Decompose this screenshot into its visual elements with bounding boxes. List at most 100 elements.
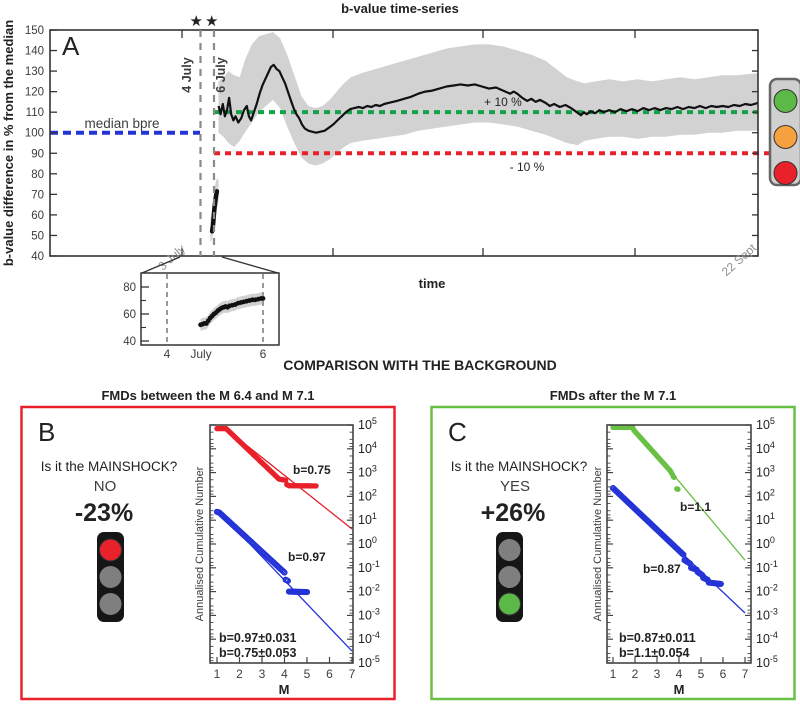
fmd-x-tick-label: 5 <box>698 667 705 681</box>
fmd-y-tick-label: 10-2 <box>358 583 380 599</box>
panel-b-answer: NO <box>94 478 117 495</box>
xstart-date-label: 3 July <box>155 242 188 273</box>
panel-b-percentage: -23% <box>75 499 133 527</box>
y-tick-label: 150 <box>25 25 44 37</box>
fmd-c-eq-green: b=1.1±0.054 <box>619 646 690 660</box>
fmd-b-blue-bvalue-label: b=0.97 <box>288 550 326 564</box>
fmd-b-eq-blue: b=0.97±0.031 <box>219 631 296 645</box>
fmd-b-eq-red: b=0.75±0.053 <box>219 646 296 660</box>
fmd-y-tick-label: 100 <box>756 535 775 551</box>
fmd-x-tick-label: 4 <box>281 667 288 681</box>
traffic-light-lamp-orange <box>773 125 798 149</box>
y-tick-label: 140 <box>25 46 44 58</box>
y-tick-label: 90 <box>31 148 44 160</box>
event2-label: 6 July <box>214 57 228 92</box>
zoom-connector-left <box>141 256 181 274</box>
fmd-y-tick-label: 10-1 <box>756 559 778 575</box>
fmd-x-tick-label: 7 <box>349 667 356 681</box>
fmd-y-tick-label: 103 <box>358 464 377 480</box>
fmd-x-tick-label: 5 <box>304 667 311 681</box>
fmd-c-xlabel: M <box>674 682 685 697</box>
fmd-x-tick-label: 1 <box>214 667 221 681</box>
fmd-y-tick-label: 101 <box>756 511 775 527</box>
traffic-light-lamp-off <box>99 566 122 588</box>
fmd-y-tick-label: 104 <box>358 440 377 456</box>
traffic-light-c <box>496 532 523 622</box>
inset-zoom-panel: 40 60 80 4 July 6 <box>123 256 280 361</box>
fmd-x-tick-label: 4 <box>676 667 683 681</box>
fmd-y-tick-label: 105 <box>358 416 377 432</box>
traffic-light-lamp-red <box>773 161 798 185</box>
fmd-y-tick-label: 102 <box>358 487 377 503</box>
panel-b-border <box>20 405 396 701</box>
panel-a: b-value time-series b-value difference i… <box>1 1 800 291</box>
fmd-frame <box>209 424 354 664</box>
panel-c-question: Is it the MAINSHOCK? <box>451 459 588 474</box>
traffic-light-lamp-off <box>99 593 122 615</box>
y-tick-label: 40 <box>31 251 44 263</box>
fmd-x-tick-label: 6 <box>720 667 727 681</box>
fmd-c-ylabel: Annualised Cumulative Number <box>592 466 604 621</box>
y-tick-label: 60 <box>31 210 44 222</box>
fmd-y-tick-label: 104 <box>756 440 775 456</box>
timeseries-plot: 40 50 60 70 80 90 100 110 120 130 140 150 <box>25 25 796 263</box>
panel-c-border <box>430 405 796 701</box>
uncertainty-band <box>218 32 758 166</box>
fmd-x-tick-label: 6 <box>326 667 333 681</box>
panel-c-answer: YES <box>500 478 530 495</box>
fmd-x-tick-label: 3 <box>654 667 661 681</box>
panel-c-percentage: +26% <box>481 499 546 527</box>
fmd-y-tick-label: 10-4 <box>358 630 380 646</box>
inset-data-point <box>260 296 266 301</box>
traffic-light-lamp-off <box>498 566 521 588</box>
fmd-x-tick-label: 2 <box>632 667 639 681</box>
fmd-frame <box>606 424 752 664</box>
y-tick-label: 80 <box>31 169 44 181</box>
inset-y-tick-label: 80 <box>123 282 136 294</box>
panel-c-letter: C <box>448 417 467 447</box>
fmd-y-tick-label: 102 <box>756 487 775 503</box>
panel-b-letter: B <box>38 417 55 447</box>
inset-plot: 40 60 80 <box>123 272 280 348</box>
fmd-x-tick-label: 7 <box>742 667 749 681</box>
median-line-label: median bpre <box>84 116 159 131</box>
fmd-b-xlabel: M <box>279 682 290 697</box>
chart-title: b-value time-series <box>341 1 459 16</box>
panel-b-title: FMDs between the M 6.4 and M 7.1 <box>101 388 314 403</box>
traffic-light-lamp-red <box>99 538 122 562</box>
fmd-x-tick-label: 1 <box>610 667 617 681</box>
fmd-y-tick-label: 10-2 <box>756 583 778 599</box>
fmd-y-tick-label: 10-1 <box>358 559 380 575</box>
traffic-light-b <box>97 532 124 622</box>
y-tick-label: 120 <box>25 87 44 99</box>
timeseries-frame <box>49 29 759 257</box>
traffic-light-lamp-green <box>773 89 798 113</box>
y-tick-label: 70 <box>31 189 44 201</box>
inset-xlabel: July <box>190 347 211 361</box>
event1-label: 4 July <box>180 57 194 92</box>
minus10-label: - 10 % <box>510 160 545 174</box>
fmd-y-tick-label: 10-3 <box>358 606 380 622</box>
fmd-y-tick-label: 10-4 <box>756 630 778 646</box>
fmd-y-tick-label: 103 <box>756 464 775 480</box>
fmd-c-eq-blue: b=0.87±0.011 <box>619 631 696 645</box>
fmd-x-tick-label: 2 <box>236 667 243 681</box>
traffic-light-a <box>768 77 800 187</box>
y-tick-label: 110 <box>26 107 44 119</box>
fmd-y-tick-label: 10-3 <box>756 606 778 622</box>
fmd-c-blue-bvalue-label: b=0.87 <box>643 562 681 576</box>
fmd-b-red-bvalue-label: b=0.75 <box>293 463 331 477</box>
fmd-y-tick-label: 105 <box>756 416 775 432</box>
panel-b: FMDs between the M 6.4 and M 7.1 B Is it… <box>20 388 396 701</box>
traffic-light-lamp-off <box>498 539 521 561</box>
fmd-y-tick-label: 10-5 <box>358 654 380 670</box>
panel-a-letter: A <box>62 31 80 61</box>
panel-b-question: Is it the MAINSHOCK? <box>41 459 178 474</box>
fmd-between-plot: 105 104 103 102 101 100 10-1 10-2 10-3 10-4 10-5 1 2… <box>209 416 380 681</box>
mainshock-stars-icon: ★★ <box>190 13 221 30</box>
inset-y-tick-label: 60 <box>123 309 136 321</box>
inset-xtick-4: 4 <box>164 347 171 361</box>
comparison-heading: COMPARISON WITH THE BACKGROUND <box>283 357 557 373</box>
